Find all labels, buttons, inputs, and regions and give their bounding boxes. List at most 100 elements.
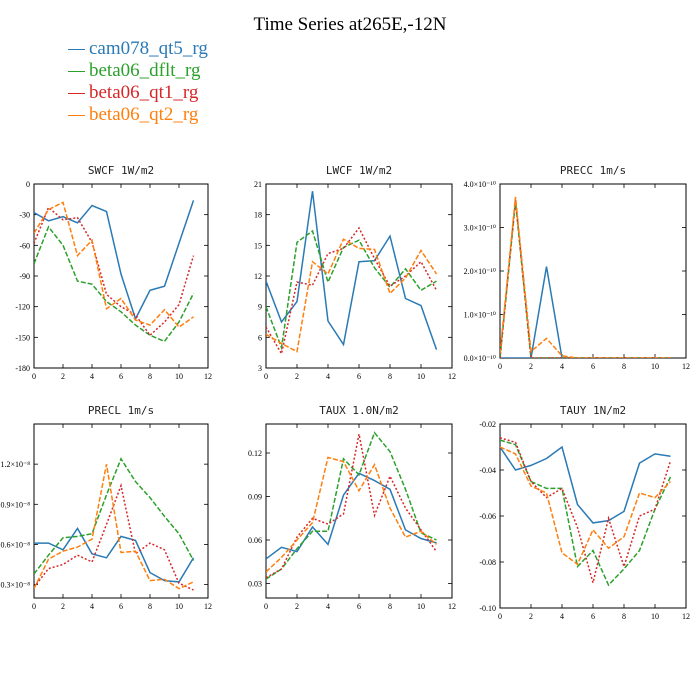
y-tick-label: -0.06 xyxy=(479,512,496,521)
x-tick-label: 8 xyxy=(622,612,626,621)
panel-frame xyxy=(265,183,453,369)
series-line-beta06_dflt_rg xyxy=(500,439,672,587)
series-line-cam078_qt5_rg xyxy=(500,445,671,524)
y-tick-label: 6 xyxy=(258,333,262,342)
x-tick-label: 2 xyxy=(61,602,65,611)
panel-title: LWCF 1W/m2 xyxy=(326,164,392,177)
series-line-beta06_qt1_rg xyxy=(266,226,438,356)
lwcf-panel: LWCF 1W/m2 0 2 4 6 8 10 12 3 6 9 12 15 18 21 xyxy=(254,164,456,381)
x-tick-label: 4 xyxy=(326,602,330,611)
y-tick-label: -180 xyxy=(15,364,30,373)
series-line-beta06_qt1_rg xyxy=(266,433,438,579)
y-tick-label: 2.0×10⁻¹⁰ xyxy=(464,267,496,276)
series-line-cam078_qt5_rg xyxy=(266,191,438,350)
legend-swatch xyxy=(68,49,85,50)
x-tick-label: 2 xyxy=(295,602,299,611)
x-tick-label: 0 xyxy=(32,372,36,381)
x-tick-label: 8 xyxy=(148,372,152,381)
legend-label: beta06_qt2_rg xyxy=(89,104,199,125)
precc-panel: PRECC 1m/s 0 2 4 6 8 10 12 0.0×10⁻¹⁰ 1.0×10⁻¹⁰ 2.0… xyxy=(464,164,690,371)
x-tick-label: 8 xyxy=(148,602,152,611)
series-line-cam078_qt5_rg xyxy=(34,200,195,321)
legend-swatch xyxy=(68,115,85,116)
legend-item-cam078: cam078_qt5_rg xyxy=(68,38,328,60)
x-tick-label: 4 xyxy=(90,602,94,611)
panel-title: SWCF 1W/m2 xyxy=(88,164,154,177)
series-line-beta06_qt2_rg xyxy=(34,464,194,590)
series-line-beta06_qt1_rg xyxy=(34,206,195,337)
series-line-beta06_qt2_rg xyxy=(266,238,438,353)
tauy-panel: TAUY 1N/m2 0 2 4 6 8 10 12 -0.10 -0.08 -0.06 -0.04 -… xyxy=(479,404,690,621)
x-tick-label: 12 xyxy=(204,372,212,381)
x-tick-label: 12 xyxy=(682,612,690,621)
series-line-beta06_dflt_rg xyxy=(34,225,195,343)
x-tick-label: 0 xyxy=(264,602,268,611)
series-line-beta06_qt1_rg xyxy=(500,437,672,586)
figure-title: Time Series at265E,-12N xyxy=(253,14,447,35)
y-tick-label: 0 xyxy=(26,180,30,189)
x-tick-label: 2 xyxy=(295,372,299,381)
x-tick-label: 10 xyxy=(175,602,183,611)
series-line-beta06_dflt_rg xyxy=(34,457,195,575)
y-tick-label: 4.0×10⁻¹⁰ xyxy=(464,180,496,189)
y-tick-label: 0.09 xyxy=(248,493,262,502)
y-tick-label: 1.2×10⁻⁸ xyxy=(0,460,30,469)
series-line-beta06_dflt_rg xyxy=(500,201,671,358)
y-tick-label: -60 xyxy=(19,241,30,250)
y-tick-label: 0.6×10⁻⁸ xyxy=(0,540,30,549)
series-line-cam078_qt5_rg xyxy=(34,526,195,583)
legend-label: cam078_qt5_rg xyxy=(89,38,208,59)
series-line-beta06_qt2_rg xyxy=(500,196,671,358)
legend-swatch xyxy=(68,71,85,72)
x-tick-label: 6 xyxy=(119,372,123,381)
y-tick-label: -30 xyxy=(19,211,30,220)
x-tick-label: 2 xyxy=(61,372,65,381)
series-line-beta06_qt1_rg xyxy=(34,482,194,591)
x-tick-label: 6 xyxy=(119,602,123,611)
y-tick-label: -0.10 xyxy=(479,604,496,613)
precl-panel: PRECL 1m/s 0 2 4 6 8 10 12 0.3×10⁻⁸ 0.6×10⁻⁸ 0.9×1… xyxy=(0,404,212,611)
panel-frame xyxy=(33,423,209,599)
legend-label: beta06_qt1_rg xyxy=(89,82,199,103)
x-tick-label: 0 xyxy=(498,612,502,621)
legend: cam078_qt5_rg beta06_dflt_rg beta06_qt1_… xyxy=(68,38,328,126)
panel-title: PRECL 1m/s xyxy=(88,404,154,417)
x-tick-label: 6 xyxy=(357,372,361,381)
taux-panel: TAUX 1.0N/m2 0 2 4 6 8 10 12 0.03 0.06 0.09 0.12 xyxy=(248,404,456,611)
y-tick-label: -0.04 xyxy=(479,466,496,475)
y-tick-label: 0.06 xyxy=(248,536,262,545)
x-tick-label: 12 xyxy=(204,602,212,611)
series-line-beta06_qt1_rg xyxy=(500,199,671,358)
y-tick-label: 18 xyxy=(254,211,262,220)
x-tick-label: 10 xyxy=(175,372,183,381)
legend-label: beta06_dflt_rg xyxy=(89,60,201,81)
x-tick-label: 0 xyxy=(32,602,36,611)
x-tick-label: 12 xyxy=(448,602,456,611)
x-tick-label: 0 xyxy=(498,362,502,371)
legend-item-beta06-dflt: beta06_dflt_rg xyxy=(68,60,328,82)
y-tick-label: -150 xyxy=(15,333,30,342)
panel-frame xyxy=(265,423,453,599)
series-line-beta06_qt2_rg xyxy=(266,456,437,573)
y-tick-label: -0.02 xyxy=(479,420,496,429)
panel-title: TAUY 1N/m2 xyxy=(560,404,626,417)
panel-title: PRECC 1m/s xyxy=(560,164,626,177)
x-tick-label: 10 xyxy=(417,602,425,611)
legend-item-beta06-qt1: beta06_qt1_rg xyxy=(68,82,328,104)
x-tick-label: 12 xyxy=(448,372,456,381)
series-line-beta06_qt2_rg xyxy=(500,446,672,566)
x-tick-label: 8 xyxy=(622,362,626,371)
y-tick-label: 3 xyxy=(258,364,262,373)
y-tick-label: -90 xyxy=(19,272,30,281)
x-tick-label: 8 xyxy=(388,372,392,381)
x-tick-label: 4 xyxy=(560,362,564,371)
series-line-cam078_qt5_rg xyxy=(500,266,671,358)
y-tick-label: 3.0×10⁻¹⁰ xyxy=(464,224,496,233)
series-line-beta06_dflt_rg xyxy=(266,229,437,351)
x-tick-label: 6 xyxy=(591,612,595,621)
y-tick-label: 12 xyxy=(254,272,262,281)
series-line-beta06_qt2_rg xyxy=(34,201,194,329)
y-tick-label: 15 xyxy=(254,241,262,250)
legend-item-beta06-qt2: beta06_qt2_rg xyxy=(68,104,328,126)
